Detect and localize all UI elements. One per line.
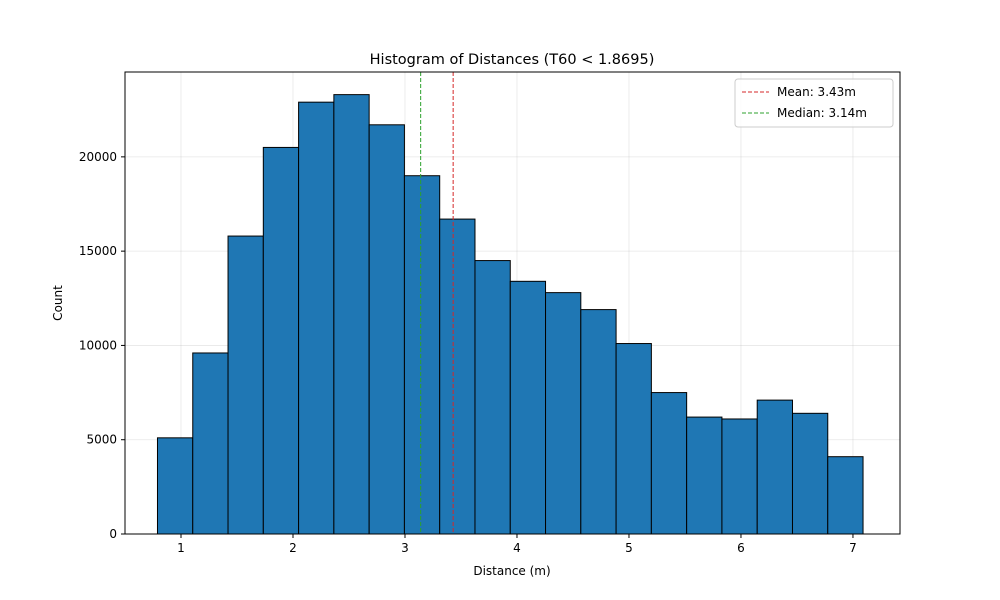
y-tick-label-0: 0 bbox=[109, 527, 117, 541]
legend-label-1: Median: 3.14m bbox=[777, 106, 867, 120]
histogram-bar-13 bbox=[615, 343, 652, 535]
plot-frame bbox=[124, 71, 901, 535]
x-axis-label: Distance (m) bbox=[473, 564, 550, 578]
bars bbox=[156, 94, 864, 535]
reference-lines bbox=[420, 72, 454, 534]
histogram-bar-0 bbox=[156, 437, 194, 535]
x-tick-label-6: 7 bbox=[849, 541, 857, 555]
x-tick-label-0: 1 bbox=[177, 541, 185, 555]
legend-box bbox=[734, 78, 894, 128]
histogram-bar-7 bbox=[403, 175, 441, 535]
chart-title: Histogram of Distances (T60 < 1.8695) bbox=[370, 52, 655, 68]
histogram-bar-15 bbox=[686, 416, 723, 535]
y-tick-label-3: 15000 bbox=[79, 244, 117, 258]
x-tick-label-4: 5 bbox=[625, 541, 633, 555]
histogram-bar-11 bbox=[545, 292, 582, 535]
histogram-bar-19 bbox=[827, 456, 864, 535]
histogram-bar-2 bbox=[227, 235, 264, 535]
axis-ticks: 1 2 3 4 5 6 7 0 5000 10000 15000 20000 bbox=[79, 150, 857, 555]
histogram-bar-10 bbox=[509, 280, 547, 535]
y-tick-label-2: 10000 bbox=[79, 338, 117, 352]
histogram-bar-17 bbox=[756, 399, 793, 535]
legend: Mean: 3.43m Median: 3.14m bbox=[734, 78, 894, 128]
x-tick-label-5: 6 bbox=[737, 541, 745, 555]
histogram-bar-12 bbox=[580, 309, 617, 535]
x-tick-label-3: 4 bbox=[513, 541, 521, 555]
x-tick-label-1: 2 bbox=[289, 541, 297, 555]
histogram-bar-4 bbox=[298, 101, 335, 535]
y-tick-label-4: 20000 bbox=[79, 150, 117, 164]
histogram-bar-14 bbox=[650, 392, 688, 535]
histogram-bar-8 bbox=[439, 218, 476, 535]
histogram-bar-5 bbox=[333, 94, 370, 535]
y-tick-label-1: 5000 bbox=[86, 433, 117, 447]
legend-label-0: Mean: 3.43m bbox=[777, 85, 856, 99]
histogram-bar-1 bbox=[192, 352, 229, 535]
histogram-bar-3 bbox=[262, 146, 300, 535]
y-axis-label: Count bbox=[51, 285, 65, 321]
histogram-bar-16 bbox=[721, 418, 758, 535]
histogram-bar-6 bbox=[368, 124, 405, 535]
x-tick-label-2: 3 bbox=[401, 541, 409, 555]
histogram-bar-9 bbox=[474, 260, 511, 535]
histogram-bar-18 bbox=[791, 412, 829, 535]
